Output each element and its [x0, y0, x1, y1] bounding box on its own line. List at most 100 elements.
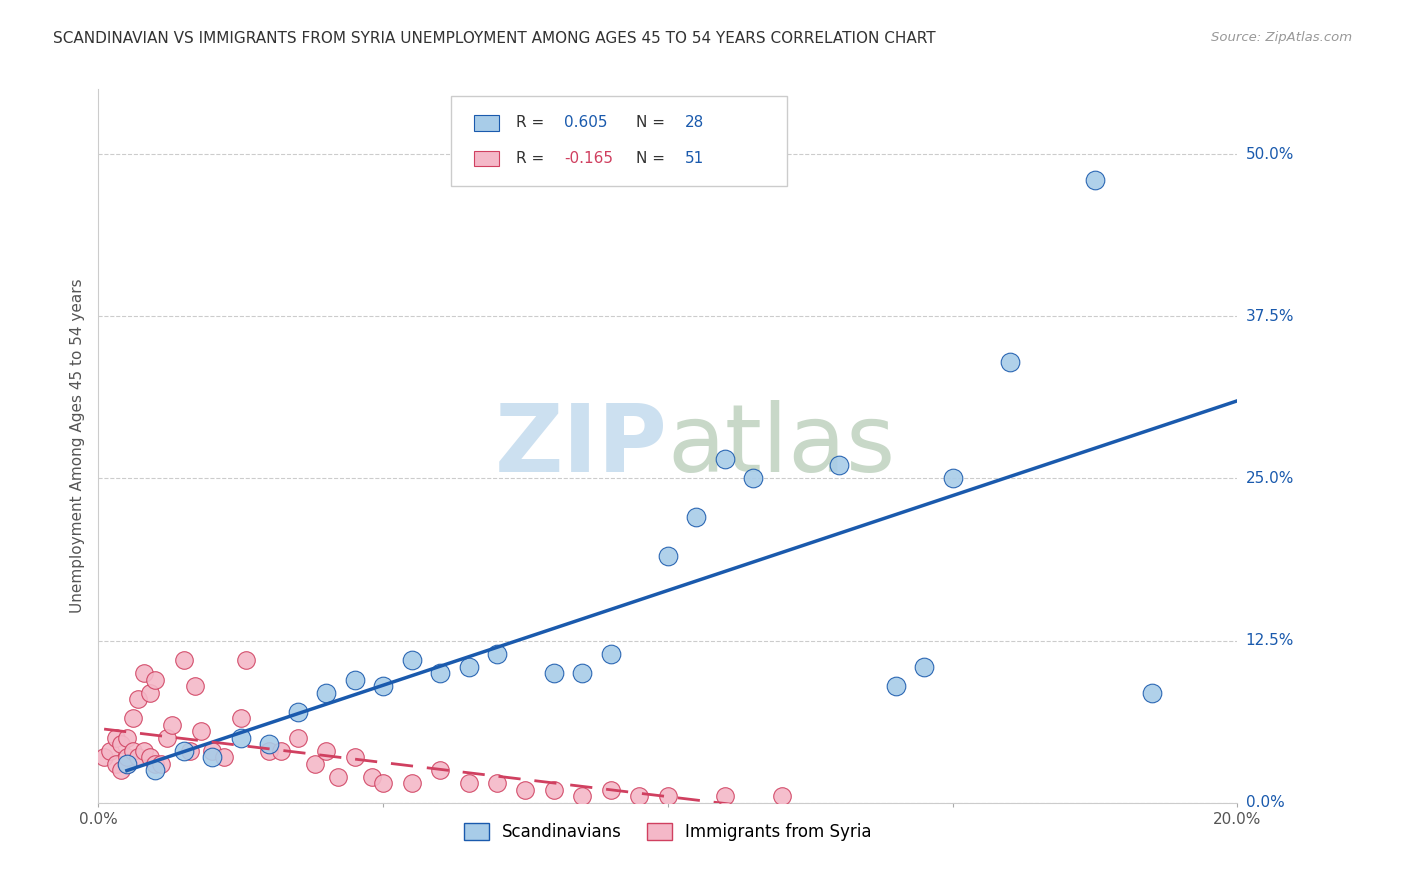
FancyBboxPatch shape — [474, 115, 499, 130]
Point — [343, 750, 366, 764]
Point — [315, 685, 337, 699]
Point — [315, 744, 337, 758]
Point — [287, 731, 309, 745]
Text: R =: R = — [516, 151, 550, 166]
Point — [98, 744, 121, 758]
Point — [486, 776, 509, 790]
Legend: Scandinavians, Immigrants from Syria: Scandinavians, Immigrants from Syria — [457, 816, 879, 848]
Point — [360, 770, 382, 784]
Point — [600, 647, 623, 661]
Text: ZIP: ZIP — [495, 400, 668, 492]
Point — [127, 750, 149, 764]
Point — [714, 452, 737, 467]
Point — [201, 744, 224, 758]
Point — [138, 750, 160, 764]
Point — [145, 764, 167, 778]
Point — [401, 776, 423, 790]
Point — [1140, 685, 1163, 699]
Point — [173, 653, 195, 667]
Point — [110, 764, 132, 778]
Point — [1084, 173, 1107, 187]
Point — [212, 750, 235, 764]
Point — [162, 718, 184, 732]
Text: 28: 28 — [685, 115, 704, 130]
Point — [93, 750, 115, 764]
Text: 12.5%: 12.5% — [1246, 633, 1294, 648]
Text: Source: ZipAtlas.com: Source: ZipAtlas.com — [1212, 31, 1353, 45]
Point — [121, 711, 143, 725]
Point — [150, 756, 173, 771]
Point — [343, 673, 366, 687]
Point — [121, 744, 143, 758]
Point — [685, 510, 707, 524]
Point — [287, 705, 309, 719]
Point — [571, 666, 593, 681]
Point — [104, 731, 127, 745]
Point — [373, 776, 395, 790]
Text: 50.0%: 50.0% — [1246, 146, 1294, 161]
Point — [657, 789, 679, 804]
Point — [628, 789, 651, 804]
Point — [998, 354, 1021, 368]
Point — [173, 744, 195, 758]
Point — [259, 744, 281, 758]
Point — [270, 744, 292, 758]
Point — [543, 666, 565, 681]
Text: N =: N = — [636, 115, 669, 130]
Point — [457, 776, 479, 790]
FancyBboxPatch shape — [474, 151, 499, 166]
Point — [132, 744, 155, 758]
Point — [742, 471, 765, 485]
Point — [127, 692, 149, 706]
Text: -0.165: -0.165 — [564, 151, 613, 166]
Point — [201, 750, 224, 764]
Text: 25.0%: 25.0% — [1246, 471, 1294, 486]
Point — [486, 647, 509, 661]
Point — [770, 789, 793, 804]
Point — [942, 471, 965, 485]
Point — [884, 679, 907, 693]
Point — [115, 750, 138, 764]
Point — [429, 666, 451, 681]
Point — [104, 756, 127, 771]
Point — [401, 653, 423, 667]
Point — [138, 685, 160, 699]
Point — [600, 782, 623, 797]
Point — [115, 756, 138, 771]
Text: 37.5%: 37.5% — [1246, 309, 1294, 324]
Point — [145, 756, 167, 771]
Point — [190, 724, 212, 739]
Text: 51: 51 — [685, 151, 704, 166]
Point — [657, 549, 679, 564]
Text: atlas: atlas — [668, 400, 896, 492]
Point — [326, 770, 349, 784]
Point — [304, 756, 326, 771]
Text: SCANDINAVIAN VS IMMIGRANTS FROM SYRIA UNEMPLOYMENT AMONG AGES 45 TO 54 YEARS COR: SCANDINAVIAN VS IMMIGRANTS FROM SYRIA UN… — [53, 31, 936, 46]
Point — [457, 659, 479, 673]
Point — [132, 666, 155, 681]
Point — [184, 679, 207, 693]
Point — [145, 673, 167, 687]
Point — [828, 458, 851, 473]
Point — [235, 653, 257, 667]
FancyBboxPatch shape — [451, 96, 787, 186]
Point — [571, 789, 593, 804]
Point — [179, 744, 201, 758]
Point — [229, 731, 252, 745]
Point — [714, 789, 737, 804]
Point — [156, 731, 179, 745]
Y-axis label: Unemployment Among Ages 45 to 54 years: Unemployment Among Ages 45 to 54 years — [70, 278, 86, 614]
Text: N =: N = — [636, 151, 669, 166]
Text: R =: R = — [516, 115, 550, 130]
Point — [259, 738, 281, 752]
Point — [912, 659, 935, 673]
Point — [429, 764, 451, 778]
Text: 0.0%: 0.0% — [1246, 796, 1284, 810]
Point — [543, 782, 565, 797]
Point — [229, 711, 252, 725]
Point — [110, 738, 132, 752]
Point — [515, 782, 537, 797]
Text: 0.605: 0.605 — [564, 115, 607, 130]
Point — [115, 756, 138, 771]
Point — [373, 679, 395, 693]
